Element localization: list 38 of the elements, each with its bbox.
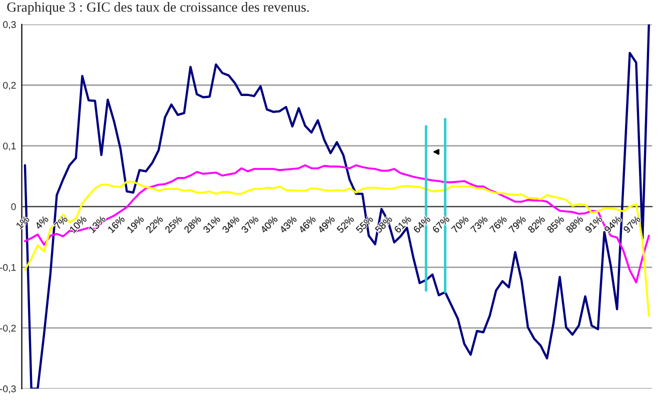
y-tick-label: 0,3 bbox=[3, 21, 16, 30]
x-tick-label: 7% bbox=[54, 215, 68, 230]
y-tick-label: -0,3 bbox=[0, 385, 16, 394]
x-tick-label: 19% bbox=[126, 215, 144, 234]
y-tick-label: 0 bbox=[11, 203, 16, 210]
x-tick-label: 40% bbox=[260, 215, 278, 234]
x-tick-label: 79% bbox=[508, 215, 526, 234]
x-tick-label: 94% bbox=[604, 215, 622, 234]
x-tick-label: 67% bbox=[432, 215, 450, 234]
y-tick-label: 0,1 bbox=[3, 142, 16, 151]
x-tick-label: 49% bbox=[317, 215, 336, 234]
x-tick-label: 73% bbox=[470, 215, 488, 234]
x-tick-label: 43% bbox=[278, 215, 298, 234]
x-tick-label: 85% bbox=[546, 215, 565, 234]
x-tick-label: 52% bbox=[336, 215, 354, 234]
x-tick-label: 91% bbox=[584, 215, 603, 234]
x-tick-label: 46% bbox=[298, 215, 316, 234]
x-tick-label: 55% bbox=[355, 215, 374, 234]
x-tick-label: 31% bbox=[202, 215, 221, 234]
x-tick-label: 82% bbox=[527, 215, 546, 234]
chart-title: Graphique 3 : GIC des taux de croissance des revenus. bbox=[7, 2, 309, 15]
x-tick-label: 10% bbox=[69, 215, 88, 234]
x-tick-label: 76% bbox=[489, 215, 508, 234]
y-tick-label: 0,2 bbox=[3, 82, 16, 90]
x-tick-label: 61% bbox=[394, 215, 412, 234]
x-tick-label: 97% bbox=[622, 215, 641, 234]
x-tick-label: 1% bbox=[16, 215, 30, 230]
x-tick-label: 64% bbox=[412, 215, 431, 234]
x-tick-label: 37% bbox=[240, 215, 259, 234]
x-tick-label: 13% bbox=[88, 215, 106, 234]
x-tick-label: 88% bbox=[566, 215, 584, 234]
x-tick-label: 58% bbox=[374, 215, 393, 234]
x-tick-label: 70% bbox=[451, 215, 470, 234]
y-tick-label: -0,2 bbox=[0, 324, 16, 333]
x-tick-label: 34% bbox=[222, 215, 240, 234]
x-tick-label: 4% bbox=[34, 215, 49, 230]
x-tick-label: 16% bbox=[107, 215, 126, 234]
y-tick-label: -0,1 bbox=[0, 264, 16, 272]
